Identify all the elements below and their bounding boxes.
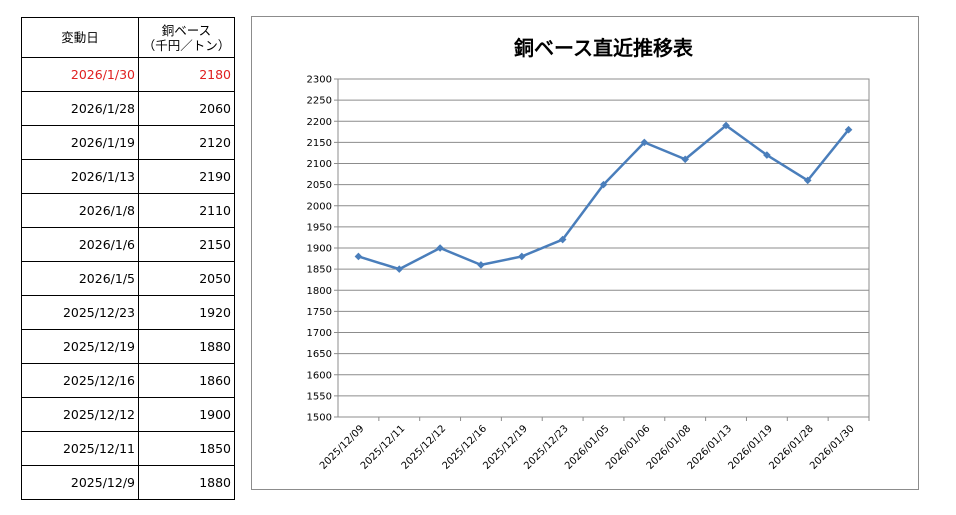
row-date: 2025/12/23 <box>21 295 139 330</box>
y-tick-label: 1850 <box>307 265 332 276</box>
data-point <box>518 252 526 261</box>
data-point <box>354 252 363 261</box>
table-row: 2025/12/19 1880 <box>21 329 235 364</box>
row-value: 2150 <box>138 227 235 262</box>
table-row: 2026/1/5 2050 <box>21 261 235 296</box>
row-value: 1880 <box>138 329 235 364</box>
y-tick-label: 1900 <box>307 244 332 255</box>
y-tick-label: 1550 <box>307 391 332 402</box>
table-row: 2025/12/9 1880 <box>21 465 235 500</box>
data-point <box>763 151 771 159</box>
table-row: 2026/1/28 2060 <box>21 91 235 126</box>
row-date: 2025/12/16 <box>21 363 139 398</box>
row-date: 2026/1/30 <box>21 57 139 92</box>
row-date: 2026/1/13 <box>21 159 139 194</box>
header-change-date: 変動日 <box>21 17 139 58</box>
row-date: 2025/12/12 <box>21 397 139 432</box>
y-tick-label: 1500 <box>307 413 332 424</box>
data-point <box>722 121 730 130</box>
row-date: 2025/12/19 <box>21 329 139 364</box>
chart-area: 銅ベース直近推移表 1500 1550 1600 1650 1700 1750 1800 185… <box>251 16 919 490</box>
copper-base-table: 変動日 銅ベース （千円／トン） 2026/1/30 2180 2026/1/28 2… <box>21 17 235 500</box>
row-date: 2026/1/6 <box>21 227 139 262</box>
plot-area <box>337 78 870 418</box>
table-row: 2026/1/6 2150 <box>21 227 235 262</box>
row-value: 1900 <box>138 397 235 432</box>
y-tick-label: 1750 <box>307 307 332 318</box>
row-date: 2026/1/19 <box>21 125 139 160</box>
table-row: 2026/1/30 2180 <box>21 57 235 92</box>
header-copper-base: 銅ベース （千円／トン） <box>138 17 235 58</box>
y-tick-label: 1700 <box>307 328 332 339</box>
row-value: 1850 <box>138 431 235 466</box>
table-row: 2026/1/8 2110 <box>21 193 235 228</box>
x-tick-label: 2026/01/30 <box>808 423 857 472</box>
row-date: 2025/12/11 <box>21 431 139 466</box>
y-tick-label: 2100 <box>307 159 332 170</box>
data-point <box>640 138 649 147</box>
data-point <box>558 235 567 244</box>
y-tick-label: 1650 <box>307 349 332 360</box>
row-date: 2026/1/28 <box>21 91 139 126</box>
row-value: 1880 <box>138 465 235 500</box>
y-tick-label: 2050 <box>307 180 332 191</box>
y-tick-label: 2150 <box>307 138 332 149</box>
copper-base-line-chart: 銅ベース直近推移表 1500 1550 1600 1650 1700 1750 1800 185… <box>307 36 870 472</box>
table-header-row: 変動日 銅ベース （千円／トン） <box>21 17 235 58</box>
row-value: 2190 <box>138 159 235 194</box>
table-row: 2026/1/19 2120 <box>21 125 235 160</box>
y-tick-label: 1950 <box>307 222 332 233</box>
y-tick-label: 2000 <box>307 201 332 212</box>
table-row: 2025/12/11 1850 <box>21 431 235 466</box>
data-point <box>477 261 485 269</box>
row-value: 2180 <box>138 57 235 92</box>
table-row: 2025/12/16 1860 <box>21 363 235 398</box>
y-tick-label: 2250 <box>307 96 332 107</box>
row-date: 2025/12/9 <box>21 465 139 500</box>
data-point <box>436 244 444 252</box>
row-date: 2026/1/5 <box>21 261 139 296</box>
row-value: 2110 <box>138 193 235 228</box>
row-value: 2050 <box>138 261 235 296</box>
y-tick-label: 2300 <box>307 75 332 86</box>
row-value: 2120 <box>138 125 235 160</box>
y-tick-label: 1800 <box>307 286 332 297</box>
data-point <box>395 265 404 273</box>
table-row: 2026/1/13 2190 <box>21 159 235 194</box>
row-value: 1920 <box>138 295 235 330</box>
table-row: 2025/12/12 1900 <box>21 397 235 432</box>
y-tick-label: 1600 <box>307 370 332 381</box>
data-point <box>681 155 689 164</box>
table-row: 2025/12/23 1920 <box>21 295 235 330</box>
y-tick-label: 2200 <box>307 117 332 128</box>
row-date: 2026/1/8 <box>21 193 139 228</box>
data-point <box>803 176 812 185</box>
row-value: 2060 <box>138 91 235 126</box>
chart-title: 銅ベース直近推移表 <box>514 36 694 60</box>
row-value: 1860 <box>138 363 235 398</box>
